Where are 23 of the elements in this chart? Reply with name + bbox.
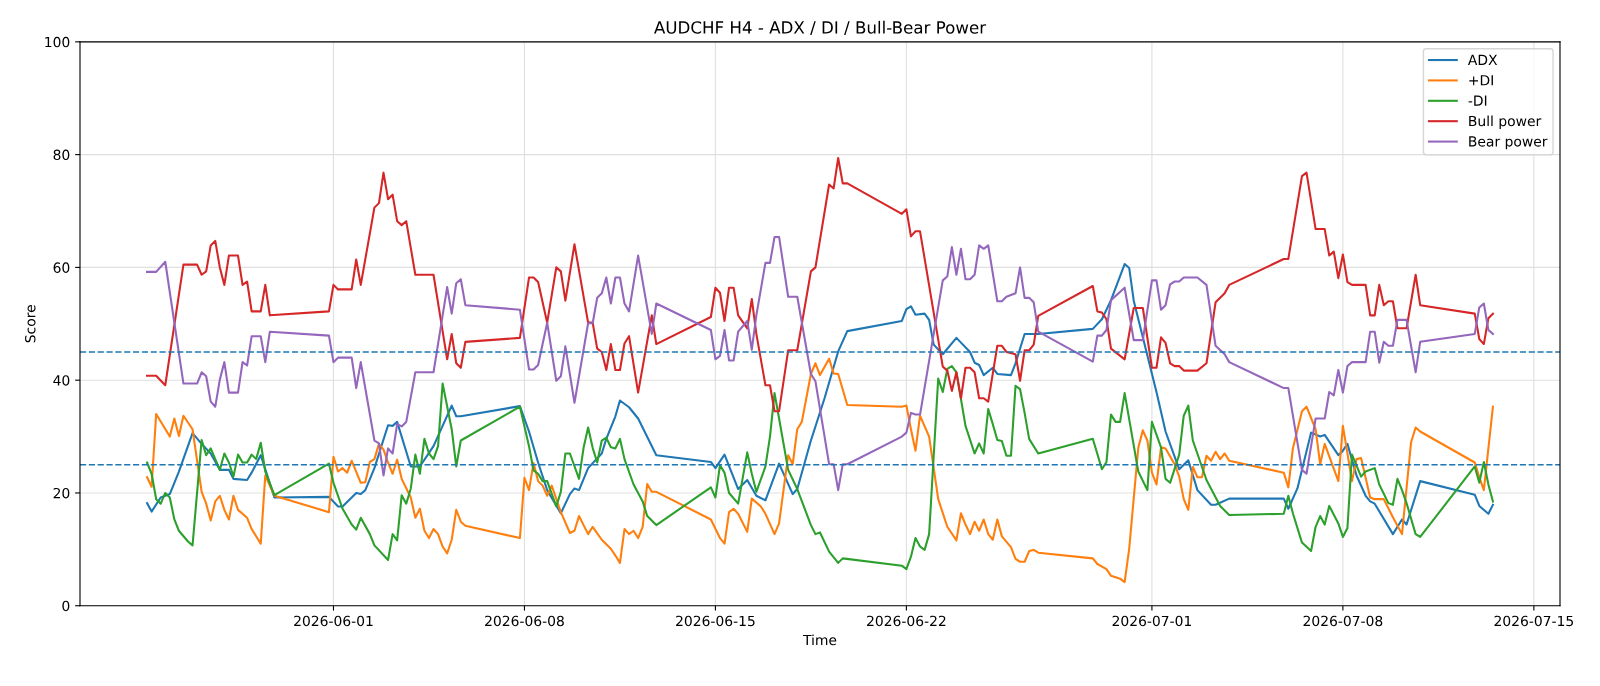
line-series bbox=[146, 156, 1494, 413]
x-tick-label: 2026-06-08 bbox=[485, 615, 564, 627]
y-tick-label: 40 bbox=[53, 375, 70, 386]
legend-label: Bull power bbox=[1469, 115, 1542, 129]
y-tick-label: 100 bbox=[45, 36, 70, 48]
y-tick-label: 0 bbox=[62, 600, 70, 612]
x-axis-title: Time bbox=[802, 634, 837, 646]
legend-label: +DI bbox=[1469, 75, 1493, 86]
x-tick-label: 2026-07-15 bbox=[1494, 615, 1573, 627]
legend-label: ADX bbox=[1467, 54, 1498, 65]
x-tick-label: 2026-07-08 bbox=[1303, 615, 1383, 627]
x-tick-label: 2026-07-01 bbox=[1112, 615, 1191, 627]
x-tick-label: 2026-06-22 bbox=[867, 615, 946, 627]
legend-label: -DI bbox=[1468, 95, 1487, 106]
x-tick-label: 2026-06-01 bbox=[294, 615, 373, 627]
line-series bbox=[146, 235, 1494, 492]
y-axis-title: Score bbox=[25, 305, 36, 343]
y-tick-label: 60 bbox=[53, 262, 70, 273]
x-tick-label: 2026-06-15 bbox=[676, 615, 755, 627]
chart-title: AUDCHF H4 - ADX / DI / Bull-Bear Power bbox=[654, 20, 987, 36]
y-tick-label: 20 bbox=[53, 487, 70, 499]
legend-label: Bear power bbox=[1469, 136, 1548, 150]
y-tick-label: 80 bbox=[53, 149, 70, 161]
